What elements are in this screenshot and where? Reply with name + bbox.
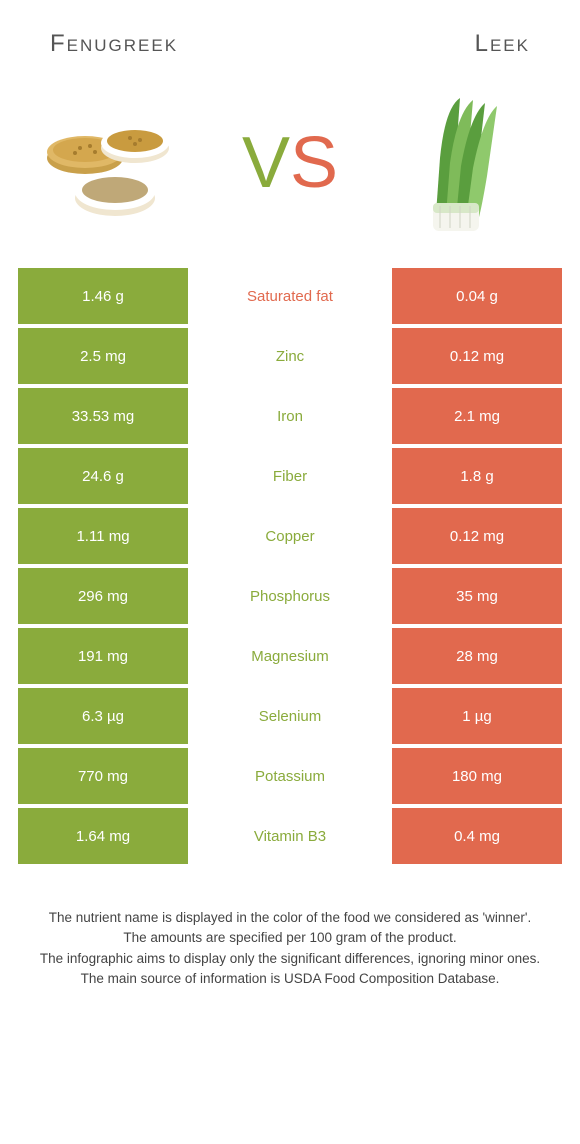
- left-value: 24.6 g: [18, 448, 188, 504]
- left-value: 33.53 mg: [18, 388, 188, 444]
- left-value: 1.46 g: [18, 268, 188, 324]
- fenugreek-image: [30, 88, 200, 238]
- left-value: 296 mg: [18, 568, 188, 624]
- nutrient-label: Iron: [188, 388, 392, 444]
- table-row: 191 mgMagnesium28 mg: [18, 628, 562, 684]
- right-value: 2.1 mg: [392, 388, 562, 444]
- nutrient-label: Phosphorus: [188, 568, 392, 624]
- footer-notes: The nutrient name is displayed in the co…: [0, 868, 580, 989]
- nutrient-label: Fiber: [188, 448, 392, 504]
- vs-v: V: [242, 122, 290, 204]
- table-row: 24.6 gFiber1.8 g: [18, 448, 562, 504]
- nutrient-label: Saturated fat: [188, 268, 392, 324]
- comparison-table: 1.46 gSaturated fat0.04 g2.5 mgZinc0.12 …: [0, 268, 580, 864]
- footer-line: The main source of information is USDA F…: [30, 969, 550, 989]
- table-row: 1.46 gSaturated fat0.04 g: [18, 268, 562, 324]
- footer-line: The nutrient name is displayed in the co…: [30, 908, 550, 928]
- right-food-title: Leek: [475, 30, 530, 58]
- vs-label: VS: [242, 122, 338, 204]
- nutrient-label: Potassium: [188, 748, 392, 804]
- table-row: 6.3 µgSelenium1 µg: [18, 688, 562, 744]
- right-value: 0.12 mg: [392, 508, 562, 564]
- nutrient-label: Vitamin B3: [188, 808, 392, 864]
- right-value: 0.04 g: [392, 268, 562, 324]
- right-value: 0.12 mg: [392, 328, 562, 384]
- right-value: 35 mg: [392, 568, 562, 624]
- nutrient-label: Selenium: [188, 688, 392, 744]
- table-row: 770 mgPotassium180 mg: [18, 748, 562, 804]
- right-value: 1 µg: [392, 688, 562, 744]
- left-food-title: Fenugreek: [50, 30, 178, 58]
- images-row: VS: [0, 68, 580, 268]
- left-value: 770 mg: [18, 748, 188, 804]
- right-value: 180 mg: [392, 748, 562, 804]
- left-value: 191 mg: [18, 628, 188, 684]
- table-row: 33.53 mgIron2.1 mg: [18, 388, 562, 444]
- footer-line: The infographic aims to display only the…: [30, 949, 550, 969]
- nutrient-label: Copper: [188, 508, 392, 564]
- leek-image: [380, 88, 550, 238]
- left-value: 2.5 mg: [18, 328, 188, 384]
- left-value: 1.64 mg: [18, 808, 188, 864]
- nutrient-label: Magnesium: [188, 628, 392, 684]
- left-value: 1.11 mg: [18, 508, 188, 564]
- header-row: Fenugreek Leek: [0, 0, 580, 68]
- table-row: 1.64 mgVitamin B30.4 mg: [18, 808, 562, 864]
- right-value: 1.8 g: [392, 448, 562, 504]
- vs-s: S: [290, 122, 338, 204]
- table-row: 296 mgPhosphorus35 mg: [18, 568, 562, 624]
- nutrient-label: Zinc: [188, 328, 392, 384]
- table-row: 2.5 mgZinc0.12 mg: [18, 328, 562, 384]
- right-value: 0.4 mg: [392, 808, 562, 864]
- footer-line: The amounts are specified per 100 gram o…: [30, 928, 550, 948]
- left-value: 6.3 µg: [18, 688, 188, 744]
- table-row: 1.11 mgCopper0.12 mg: [18, 508, 562, 564]
- right-value: 28 mg: [392, 628, 562, 684]
